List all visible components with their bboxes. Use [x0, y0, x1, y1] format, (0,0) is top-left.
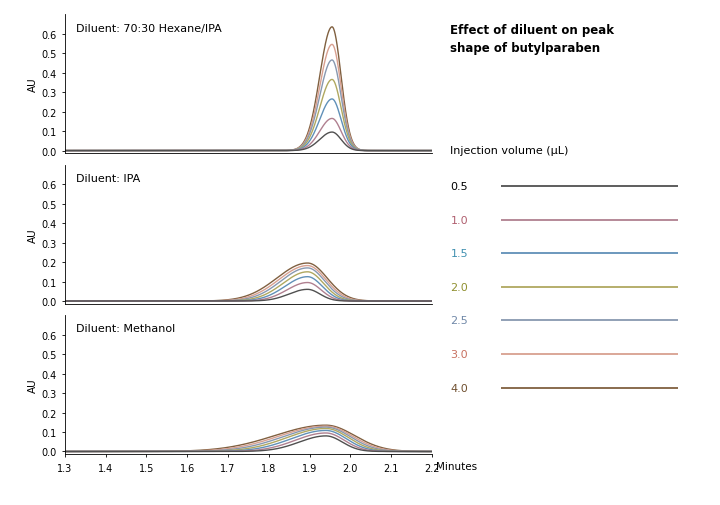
- Text: 2.5: 2.5: [451, 316, 468, 326]
- Text: Effect of diluent on peak
shape of butylparaben: Effect of diluent on peak shape of butyl…: [451, 24, 614, 56]
- Text: 1.5: 1.5: [451, 249, 468, 259]
- Text: 0.5: 0.5: [451, 182, 468, 192]
- Text: 3.0: 3.0: [451, 349, 468, 359]
- Text: Diluent: 70:30 Hexane/IPA: Diluent: 70:30 Hexane/IPA: [76, 24, 222, 33]
- Y-axis label: AU: AU: [28, 77, 38, 92]
- Text: Diluent: IPA: Diluent: IPA: [76, 174, 140, 184]
- Text: 2.0: 2.0: [451, 282, 468, 292]
- Text: Diluent: Methanol: Diluent: Methanol: [76, 324, 175, 334]
- Text: Minutes: Minutes: [436, 462, 477, 472]
- Y-axis label: AU: AU: [28, 228, 38, 242]
- Y-axis label: AU: AU: [28, 378, 38, 392]
- Text: 1.0: 1.0: [451, 216, 468, 226]
- Text: Injection volume (μL): Injection volume (μL): [451, 145, 569, 155]
- Text: 4.0: 4.0: [451, 383, 468, 393]
